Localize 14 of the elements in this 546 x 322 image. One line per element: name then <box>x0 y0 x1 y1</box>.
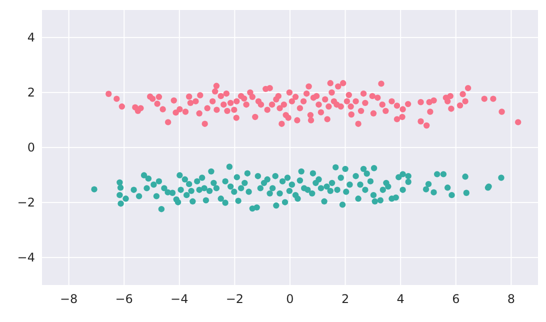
x-tick-label: −6 <box>115 292 133 306</box>
y-tick-label: 0 <box>27 140 35 155</box>
x-tick-label: −2 <box>226 292 244 306</box>
y-tick-label: −4 <box>17 250 35 265</box>
y-tick-label: 2 <box>27 86 35 100</box>
x-tick-label: 0 <box>286 292 294 306</box>
x-tick-label: 6 <box>452 292 460 306</box>
x-tick-label: 4 <box>396 292 404 306</box>
x-tick-label: 2 <box>341 292 350 306</box>
x-tick-label: −8 <box>60 292 78 306</box>
x-tick-label: −4 <box>170 292 188 306</box>
y-tick-label: 4 <box>27 30 35 45</box>
x-tick-label: 8 <box>507 292 515 306</box>
y-tick-label: −2 <box>17 196 35 210</box>
